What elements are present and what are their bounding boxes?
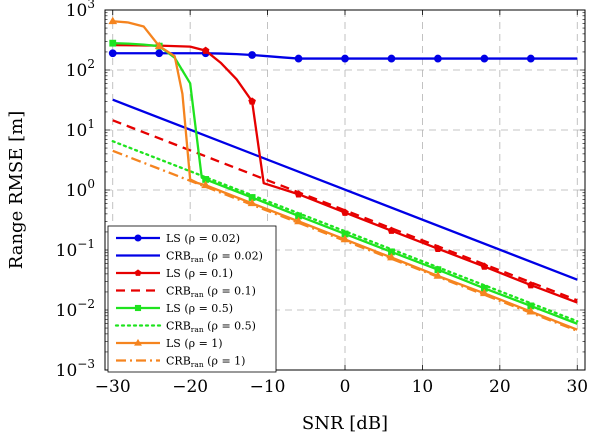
- y-tick-label: 100: [66, 177, 95, 201]
- data-point: [248, 97, 256, 105]
- x-tick-label: −10: [250, 377, 286, 397]
- legend-entry: CRBran (ρ = 0.5): [114, 320, 256, 335]
- data-point: [248, 51, 256, 59]
- legend-entry: CRBran (ρ = 1): [116, 355, 245, 370]
- x-axis-label: SNR [dB]: [302, 413, 388, 434]
- legend-box: [107, 225, 277, 373]
- legend-marker: [134, 269, 142, 276]
- legend-entry: CRBran (ρ = 0.02): [116, 250, 263, 265]
- legend-label: CRBran (ρ = 0.5): [166, 320, 256, 335]
- data-point: [527, 302, 535, 310]
- data-point: [109, 39, 117, 47]
- data-point: [155, 49, 164, 58]
- series-2: [112, 43, 578, 304]
- legend-label: LS (ρ = 0.1): [166, 267, 233, 280]
- legend-label: CRBran (ρ = 0.02): [166, 250, 263, 265]
- legend-marker: [134, 304, 142, 312]
- data-point: [294, 54, 303, 63]
- legend: LS (ρ = 0.02) CRBran (ρ = 0.02) LS (ρ = 0.…: [107, 225, 277, 373]
- data-point: [201, 180, 211, 189]
- legend-entry: CRBran (ρ = 0.1): [116, 285, 256, 300]
- data-point: [341, 230, 349, 238]
- data-point: [108, 16, 118, 25]
- data-point: [295, 212, 302, 220]
- series-1: [112, 98, 578, 281]
- legend-label: CRBran (ρ = 0.1): [166, 285, 256, 300]
- x-tick-label: 10: [412, 377, 434, 397]
- data-point: [202, 176, 210, 183]
- legend-label: LS (ρ = 0.02): [166, 232, 240, 245]
- y-tick-label: 101: [66, 117, 95, 141]
- data-point: [294, 216, 303, 225]
- y-tick-label: 10−2: [56, 297, 95, 321]
- legend-entry: LS (ρ = 0.02): [116, 232, 240, 245]
- data-point: [341, 54, 349, 63]
- data-point: [201, 46, 210, 54]
- data-point: [526, 54, 535, 63]
- data-point: [154, 41, 164, 49]
- legend-marker: [134, 338, 142, 346]
- y-tick-label: 10−1: [56, 237, 95, 261]
- series-line-4: [112, 42, 578, 325]
- series-line-7: [112, 149, 578, 332]
- x-tick-label: 0: [340, 377, 351, 397]
- data-point: [434, 266, 442, 274]
- data-point: [434, 54, 442, 63]
- y-tick-label: 103: [66, 0, 95, 21]
- y-axis-label: Range RMSE [m]: [6, 111, 27, 269]
- legend-entry: LS (ρ = 0.1): [116, 267, 233, 280]
- data-point: [387, 54, 396, 63]
- series-line-1: [112, 98, 578, 281]
- legend-entry: LS (ρ = 0.5): [116, 302, 233, 315]
- x-tick-label: −20: [172, 377, 208, 397]
- data-point: [480, 284, 488, 292]
- y-tick-label: 102: [66, 57, 95, 81]
- x-tick-labels: −30 −20 −10 0 10 20 30: [95, 377, 588, 397]
- x-tick-label: 20: [489, 377, 511, 397]
- x-tick-label: −30: [95, 377, 131, 397]
- series-line-2: [112, 43, 578, 304]
- legend-label: LS (ρ = 1): [166, 337, 223, 350]
- series-0: [108, 49, 578, 63]
- legend-entry: LS (ρ = 1): [116, 337, 223, 350]
- series-line-3: [112, 119, 578, 302]
- data-point: [480, 54, 489, 63]
- series-layer: [108, 16, 579, 332]
- data-point: [248, 194, 256, 201]
- legend-label: CRBran (ρ = 1): [166, 355, 245, 370]
- data-point: [388, 248, 395, 256]
- y-tick-labels: 10−3 10−2 10−1 100 101 102 103: [56, 0, 95, 381]
- legend-marker: [134, 234, 142, 242]
- series-7: [112, 149, 578, 332]
- legend-label: LS (ρ = 0.5): [166, 302, 233, 315]
- y-tick-label: 10−3: [56, 357, 95, 381]
- data-point: [108, 49, 117, 58]
- series-3: [112, 119, 578, 302]
- axis-ticks: [105, 10, 585, 371]
- data-point: [479, 288, 489, 297]
- x-tick-label: 30: [566, 377, 588, 397]
